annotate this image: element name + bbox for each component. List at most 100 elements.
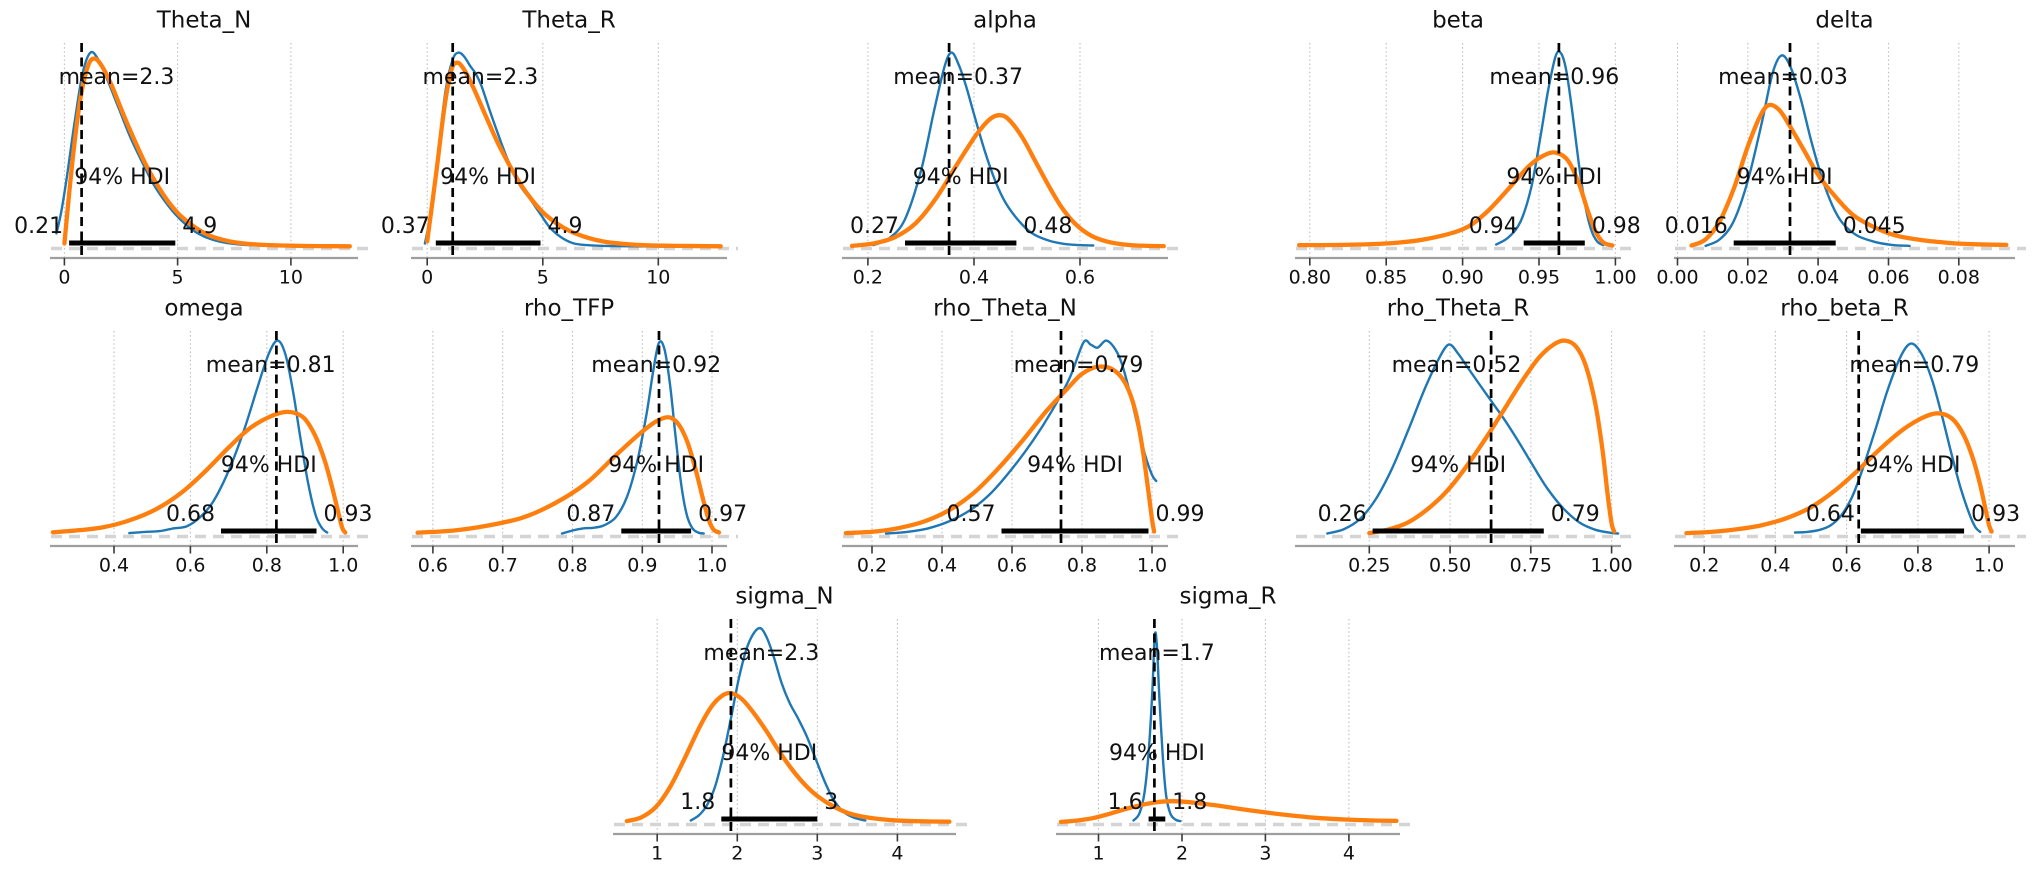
prior-curve-orange xyxy=(1689,102,2009,248)
hdi-interval-label: 94% HDI xyxy=(1027,453,1123,478)
x-tick-label: 0.95 xyxy=(1518,267,1560,289)
mean-label: mean=0.79 xyxy=(1014,353,1144,378)
prior-curve-orange xyxy=(1684,411,1994,536)
x-tick-label: 0 xyxy=(58,267,70,289)
subplot-title: rho_Theta_N xyxy=(933,296,1077,322)
subplot-alpha: 0.2 0.4 0.6 mean=0.37 94% HDI 0.27 0.48 alpha xyxy=(842,8,1179,289)
x-tick-label: 0.08 xyxy=(1938,267,1980,289)
x-tick-label: 0.8 xyxy=(252,555,282,577)
mean-label: mean=0.81 xyxy=(206,353,336,378)
x-tick-label: 0.50 xyxy=(1429,555,1471,577)
x-tick-label: 10 xyxy=(279,267,303,289)
prior-curve-orange xyxy=(1296,150,1615,248)
subplot-title: sigma_R xyxy=(1180,584,1277,610)
mean-label: mean=0.37 xyxy=(893,65,1023,90)
posterior-curve-blue xyxy=(872,51,1095,247)
x-tick-label: 0.06 xyxy=(1867,267,1909,289)
x-tick-label: 0.6 xyxy=(418,555,448,577)
posterior-curve-blue xyxy=(560,340,705,535)
hdi-interval-label: 94% HDI xyxy=(721,741,817,766)
prior-curve-orange xyxy=(849,113,1166,249)
x-tick-label: 0.4 xyxy=(959,267,989,289)
x-tick-label: 0.8 xyxy=(557,555,587,577)
prior-curve-orange xyxy=(624,690,952,824)
subplot-rho_beta_r: 0.2 0.4 0.6 0.8 1.0 mean=0.79 94% HDI 0.64 0.93 r… xyxy=(1674,296,2026,577)
hdi-lower-label: 1.6 xyxy=(1108,790,1143,815)
mean-label: mean=0.96 xyxy=(1489,65,1619,90)
x-tick-label: 0.2 xyxy=(857,555,887,577)
x-tick-label: 0.25 xyxy=(1348,555,1390,577)
hdi-lower-label: 0.94 xyxy=(1469,214,1518,239)
subplot-title: beta xyxy=(1432,8,1484,34)
hdi-lower-label: 0.26 xyxy=(1318,502,1367,527)
mean-label: mean=2.3 xyxy=(703,641,819,666)
hdi-upper-label: 4.9 xyxy=(548,214,583,239)
x-tick-label: 1.0 xyxy=(1974,555,2004,577)
mean-label: mean=2.3 xyxy=(422,65,538,90)
x-tick-label: 1.00 xyxy=(1594,267,1636,289)
posterior-curve-blue xyxy=(1132,631,1182,823)
prior-curve-orange xyxy=(50,409,348,535)
x-tick-label: 0.7 xyxy=(488,555,518,577)
x-tick-label: 0.90 xyxy=(1441,267,1483,289)
x-tick-label: 1.0 xyxy=(697,555,727,577)
hdi-upper-label: 0.48 xyxy=(1023,214,1072,239)
subplot-rho_tfp: 0.6 0.7 0.8 0.9 1.0 mean=0.92 94% HDI 0.87 0.97 r… xyxy=(411,296,747,577)
x-tick-label: 1.0 xyxy=(328,555,358,577)
x-tick-label: 0 xyxy=(421,267,433,289)
hdi-upper-label: 0.93 xyxy=(1971,502,2020,527)
hdi-upper-label: 0.98 xyxy=(1592,214,1641,239)
x-tick-label: 4 xyxy=(891,843,903,865)
hdi-upper-label: 4.9 xyxy=(182,214,217,239)
hdi-lower-label: 0.21 xyxy=(14,214,63,239)
x-tick-label: 3 xyxy=(811,843,823,865)
posterior-curve-blue xyxy=(1704,54,1911,248)
subplot-title: delta xyxy=(1815,8,1873,34)
hdi-lower-label: 0.016 xyxy=(1665,214,1728,239)
prior-curve-orange xyxy=(1058,799,1399,825)
prior-curve-orange xyxy=(62,56,352,249)
hdi-upper-label: 0.79 xyxy=(1551,502,1600,527)
hdi-upper-label: 3 xyxy=(824,790,838,815)
hdi-interval-label: 94% HDI xyxy=(74,165,170,190)
hdi-lower-label: 0.57 xyxy=(947,502,996,527)
x-tick-label: 1 xyxy=(651,843,663,865)
subplot-title: rho_Theta_R xyxy=(1387,296,1530,322)
subplot-theta_n: 0 5 10 mean=2.3 94% HDI 0.21 4.9 Theta_N xyxy=(14,8,369,289)
posterior-curve-blue xyxy=(128,339,329,535)
x-tick-label: 0.9 xyxy=(627,555,657,577)
subplot-title: Theta_N xyxy=(156,8,252,34)
x-tick-label: 0.4 xyxy=(1760,555,1790,577)
hdi-interval-label: 94% HDI xyxy=(221,453,317,478)
mean-label: mean=0.79 xyxy=(1849,353,1979,378)
x-tick-label: 4 xyxy=(1343,843,1355,865)
subplot-beta: 0.80 0.85 0.90 0.95 1.00 mean=0.96 94% HDI 0.94… xyxy=(1289,8,1641,289)
hdi-lower-label: 0.68 xyxy=(166,502,215,527)
x-tick-label: 0.2 xyxy=(1689,555,1719,577)
subplot-title: rho_TFP xyxy=(524,296,614,322)
hdi-interval-label: 94% HDI xyxy=(913,165,1009,190)
mean-label: mean=0.03 xyxy=(1718,65,1848,90)
hdi-upper-label: 0.97 xyxy=(698,502,747,527)
hdi-interval-label: 94% HDI xyxy=(1737,165,1833,190)
x-tick-label: 0.00 xyxy=(1656,267,1698,289)
subplot-title: omega xyxy=(164,296,243,322)
x-tick-label: 0.8 xyxy=(1067,555,1097,577)
prior-curve-orange xyxy=(415,415,722,535)
mean-label: mean=0.52 xyxy=(1392,353,1522,378)
x-tick-label: 0.4 xyxy=(927,555,957,577)
mean-label: mean=0.92 xyxy=(591,353,721,378)
x-tick-label: 1 xyxy=(1092,843,1104,865)
subplot-title: sigma_N xyxy=(735,584,833,610)
posterior-curve-blue xyxy=(1326,343,1620,535)
prior-curve-orange xyxy=(425,60,723,249)
subplot-title: rho_beta_R xyxy=(1780,296,1909,322)
hdi-interval-label: 94% HDI xyxy=(608,453,704,478)
x-tick-label: 0.85 xyxy=(1365,267,1407,289)
hdi-interval-label: 94% HDI xyxy=(1109,741,1205,766)
prior-curve-orange xyxy=(1367,338,1617,536)
x-tick-label: 5 xyxy=(172,267,184,289)
